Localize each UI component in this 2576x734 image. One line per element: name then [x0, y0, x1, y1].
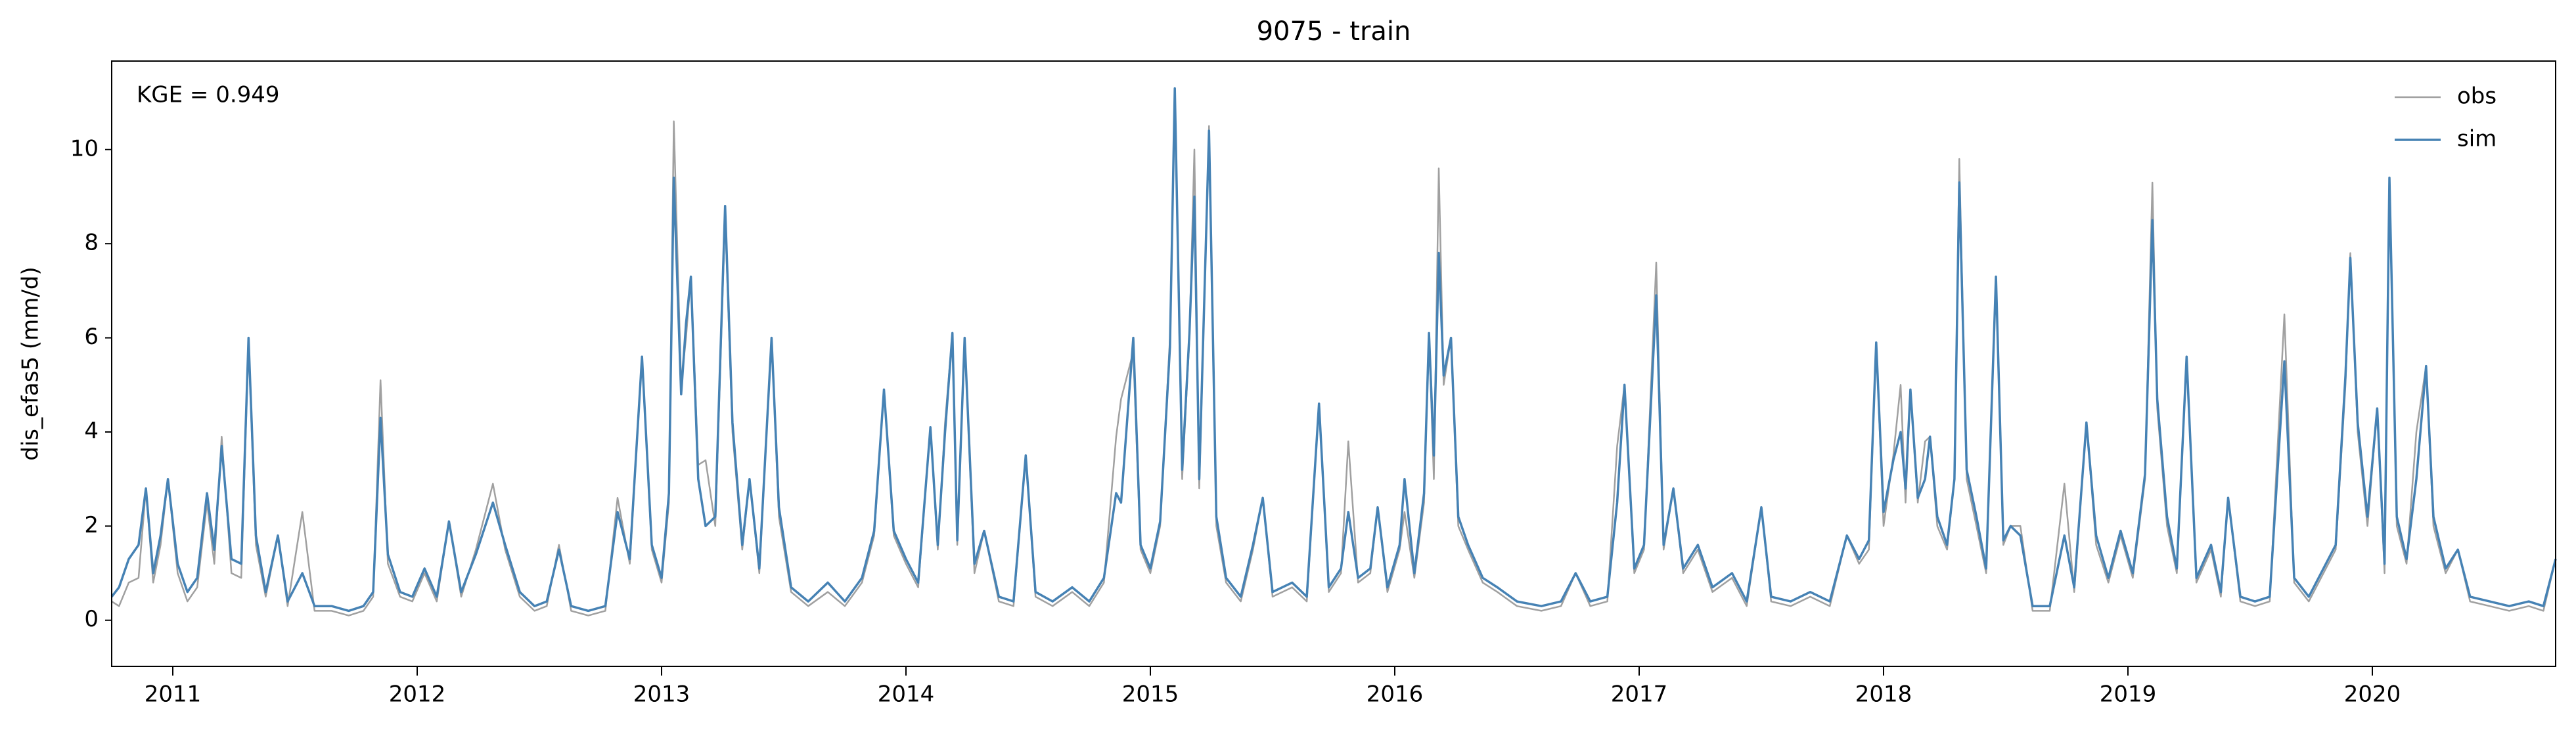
x-tick-label: 2020	[2344, 681, 2401, 708]
series-line	[110, 87, 2557, 613]
x-tick-label: 2018	[1855, 681, 1912, 708]
annotation: KGE = 0.949	[137, 82, 280, 108]
x-tick-label: 2019	[2100, 681, 2157, 708]
x-tick-label: 2016	[1367, 681, 1424, 708]
x-tick-label: 2012	[389, 681, 446, 708]
y-tick-label: 2	[84, 512, 99, 538]
x-tick-label: 2014	[878, 681, 935, 708]
x-tick-label: 2013	[633, 681, 690, 708]
legend-label: sim	[2457, 126, 2497, 152]
y-tick-label: 0	[84, 606, 99, 632]
y-tick-label: 10	[70, 135, 99, 162]
x-tick-label: 2011	[145, 681, 202, 708]
y-tick-label: 8	[84, 230, 99, 256]
x-tick-label: 2017	[1611, 681, 1668, 708]
y-tick-label: 6	[84, 324, 99, 350]
legend-label: obs	[2457, 83, 2497, 110]
y-axis-label: dis_efas5 (mm/d)	[18, 267, 44, 460]
x-tick-label: 2015	[1122, 681, 1179, 708]
y-tick-label: 4	[84, 418, 99, 444]
series-line	[111, 92, 2557, 616]
chart-title: 9075 - train	[1257, 16, 1411, 47]
plot-frame	[111, 60, 2556, 667]
